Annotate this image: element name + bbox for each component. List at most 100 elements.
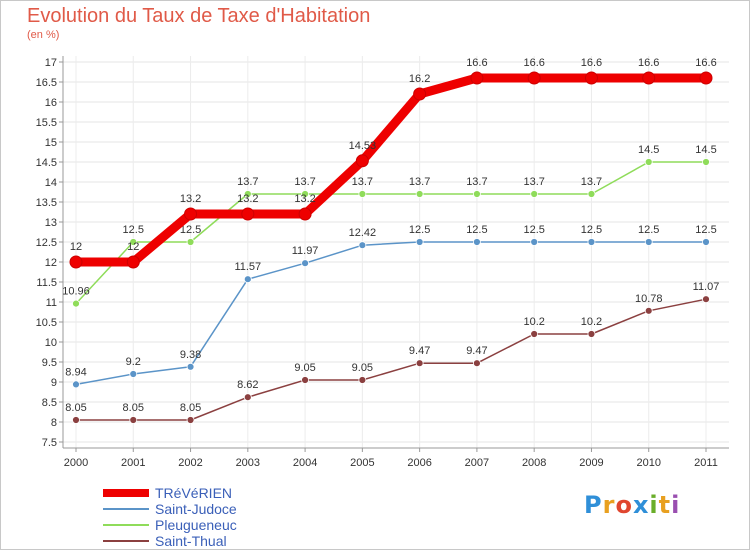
y-tick-label: 9 xyxy=(51,377,57,389)
data-label-tr-v-rien: 16.6 xyxy=(638,57,659,69)
series-line-saint-judoce xyxy=(75,241,707,386)
data-point-saint-thual xyxy=(301,376,309,384)
data-label-tr-v-rien: 14.53 xyxy=(349,140,377,152)
x-tick-label: 2002 xyxy=(178,457,202,469)
data-label-tr-v-rien: 16.2 xyxy=(409,73,430,85)
x-tick-label: 2008 xyxy=(522,457,546,469)
data-point-saint-thual xyxy=(415,359,424,368)
data-point-saint-thual xyxy=(473,359,481,368)
data-label-pleugueneuc: 14.5 xyxy=(638,144,659,156)
data-point-saint-judoce xyxy=(530,238,539,246)
data-point-tr-v-rien xyxy=(413,87,427,101)
legend-label: TRéVéRIEN xyxy=(155,485,233,501)
data-point-saint-thual xyxy=(702,295,710,304)
data-point-saint-thual xyxy=(644,306,653,315)
series-line-saint-thual xyxy=(75,298,707,421)
y-tick-label: 7.5 xyxy=(42,437,57,449)
data-point-saint-judoce xyxy=(243,275,252,284)
data-label-saint-thual: 10.2 xyxy=(581,316,602,328)
data-label-saint-judoce: 11.57 xyxy=(234,261,261,273)
data-point-pleugueneuc xyxy=(415,190,424,198)
logo-letter: t xyxy=(658,491,672,519)
data-point-saint-judoce xyxy=(587,238,596,246)
y-tick-label: 9.5 xyxy=(42,357,57,369)
data-point-pleugueneuc xyxy=(702,158,710,166)
x-tick-label: 2004 xyxy=(293,457,317,469)
legend-label: Saint-Thual xyxy=(155,533,227,549)
data-point-saint-thual xyxy=(186,416,195,424)
data-point-pleugueneuc xyxy=(358,190,367,198)
data-point-saint-thual xyxy=(587,330,596,338)
data-point-tr-v-rien xyxy=(470,71,484,85)
data-point-saint-thual xyxy=(129,416,138,424)
x-tick-label: 2003 xyxy=(236,457,260,469)
data-label-saint-thual: 10.2 xyxy=(523,316,544,328)
data-label-saint-thual: 11.07 xyxy=(693,281,720,293)
data-label-pleugueneuc: 12.5 xyxy=(180,224,201,236)
data-point-tr-v-rien xyxy=(298,207,312,221)
y-tick-label: 8.5 xyxy=(42,397,57,409)
logo-letter: i xyxy=(649,491,659,519)
data-label-pleugueneuc: 10.96 xyxy=(62,286,90,298)
data-label-tr-v-rien: 13.2 xyxy=(180,193,201,205)
legend-item-pleugueneuc: Pleugueneuc xyxy=(101,517,361,533)
data-label-pleugueneuc: 13.7 xyxy=(352,176,373,188)
data-point-saint-thual xyxy=(243,393,252,402)
data-label-pleugueneuc: 13.7 xyxy=(409,176,430,188)
y-tick-label: 16.5 xyxy=(36,77,57,89)
data-label-saint-judoce: 11.97 xyxy=(292,245,319,257)
data-label-tr-v-rien: 12 xyxy=(70,241,82,253)
data-label-saint-judoce: 12.5 xyxy=(409,224,430,236)
series-line-tr-v-rien xyxy=(71,73,711,267)
y-tick-label: 14 xyxy=(45,177,57,189)
data-point-saint-judoce xyxy=(72,380,80,389)
logo-letter: P xyxy=(584,491,603,519)
data-point-saint-thual xyxy=(358,376,367,384)
x-tick-label: 2007 xyxy=(465,457,489,469)
data-label-saint-judoce: 12.5 xyxy=(581,224,602,236)
legend-item-tr-v-rien: TRéVéRIEN xyxy=(101,485,361,501)
x-tick-label: 2005 xyxy=(350,457,374,469)
y-tick-label: 11.5 xyxy=(36,277,57,289)
y-tick-label: 13 xyxy=(45,217,57,229)
logo-letter: o xyxy=(615,491,633,519)
legend-item-saint-thual: Saint-Thual xyxy=(101,533,361,549)
y-tick-label: 12.5 xyxy=(36,237,57,249)
data-label-saint-thual: 9.05 xyxy=(352,362,373,374)
y-tick-label: 16 xyxy=(45,97,57,109)
data-point-pleugueneuc xyxy=(644,158,653,166)
data-label-tr-v-rien: 16.6 xyxy=(523,57,544,69)
y-tick-label: 15.5 xyxy=(36,117,57,129)
data-point-saint-judoce xyxy=(415,238,424,246)
series-line-pleugueneuc xyxy=(75,161,707,305)
data-label-saint-thual: 9.47 xyxy=(409,345,430,357)
data-point-saint-judoce xyxy=(473,238,481,246)
data-point-saint-thual xyxy=(72,416,80,424)
data-label-tr-v-rien: 13.2 xyxy=(237,193,258,205)
data-point-tr-v-rien xyxy=(527,71,541,85)
data-point-tr-v-rien xyxy=(699,71,713,85)
data-point-tr-v-rien xyxy=(69,255,83,269)
data-point-pleugueneuc xyxy=(301,190,309,198)
logo-letter: i xyxy=(671,491,681,519)
data-label-tr-v-rien: 13.2 xyxy=(294,193,315,205)
legend-swatch xyxy=(103,508,149,510)
data-label-saint-thual: 10.78 xyxy=(635,293,663,305)
y-tick-label: 8 xyxy=(51,417,57,429)
data-point-saint-judoce xyxy=(702,238,710,246)
data-label-tr-v-rien: 12 xyxy=(127,241,139,253)
data-point-pleugueneuc xyxy=(243,190,252,198)
data-label-saint-judoce: 9.2 xyxy=(126,356,141,368)
data-label-tr-v-rien: 16.6 xyxy=(466,57,487,69)
logo-letter: x xyxy=(632,491,650,519)
chart-subtitle: (en %) xyxy=(27,29,60,41)
y-tick-label: 15 xyxy=(45,137,57,149)
chart-title: Evolution du Taux de Taxe d'Habitation xyxy=(27,5,371,27)
data-point-tr-v-rien xyxy=(126,255,140,269)
data-label-tr-v-rien: 16.6 xyxy=(695,57,716,69)
data-point-pleugueneuc xyxy=(473,190,481,198)
legend-label: Saint-Judoce xyxy=(155,501,237,517)
data-point-pleugueneuc xyxy=(186,238,195,246)
